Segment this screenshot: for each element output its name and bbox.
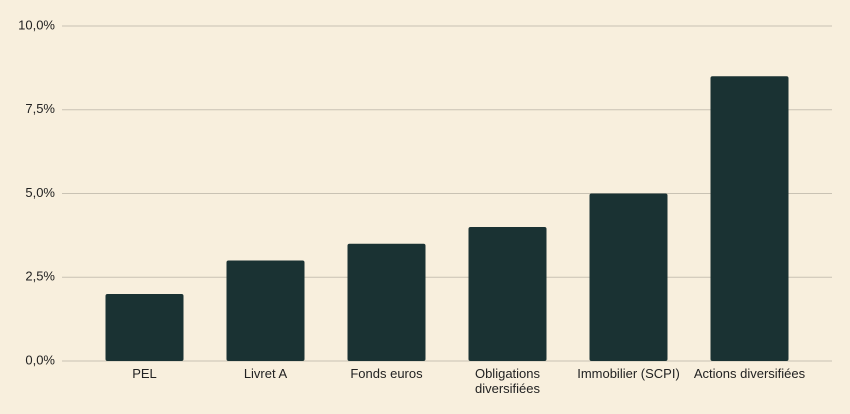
bar [589, 193, 668, 361]
y-tick-label: 7,5% [25, 101, 55, 116]
bar [347, 243, 426, 361]
x-tick-label: Actions diversifiées [693, 366, 806, 381]
bar [226, 260, 305, 361]
bar [710, 76, 789, 361]
y-tick-label: 5,0% [25, 185, 55, 200]
x-tick-label: PEL [132, 366, 157, 381]
x-tick-label: Obligations diversifiées [474, 366, 541, 396]
x-tick-label: Livret A [243, 366, 288, 381]
x-tick-label: Immobilier (SCPI) [577, 366, 680, 381]
y-tick-label: 10,0% [18, 17, 55, 32]
y-tick-label: 2,5% [25, 269, 55, 284]
y-tick-label: 0,0% [25, 352, 55, 367]
x-tick-label: Fonds euros [350, 366, 423, 381]
bar [468, 227, 547, 361]
bar [105, 294, 184, 361]
